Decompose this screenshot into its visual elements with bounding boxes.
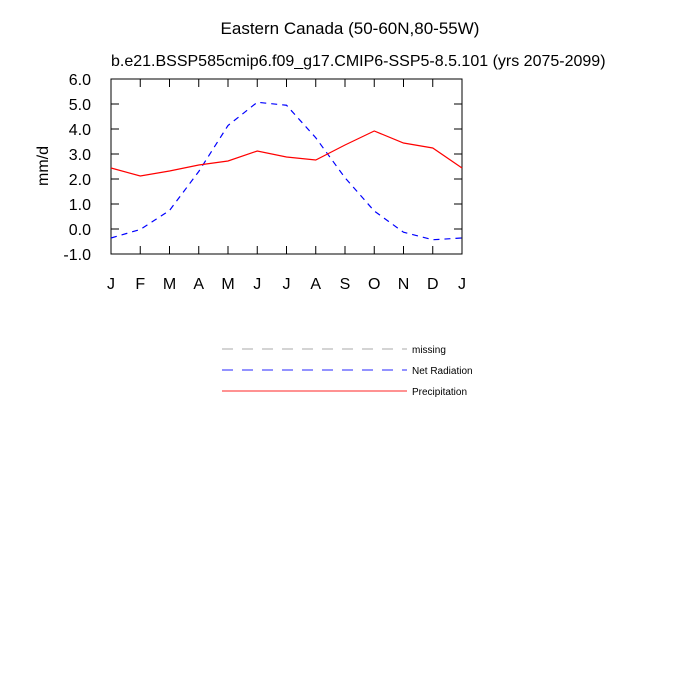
y-tick-label: -1.0 xyxy=(63,247,91,264)
y-tick-label: 5.0 xyxy=(69,97,91,114)
x-tick-label: A xyxy=(193,276,204,293)
y-tick-label: 3.0 xyxy=(69,147,91,164)
chart-title: Eastern Canada (50-60N,80-55W) xyxy=(221,19,480,38)
y-tick-label: 1.0 xyxy=(69,197,91,214)
series-line xyxy=(110,101,463,241)
legend-label: missing xyxy=(412,345,446,356)
x-tick-label: M xyxy=(163,276,176,293)
y-tick-label: 6.0 xyxy=(69,72,91,89)
legend-label: Precipitation xyxy=(412,387,467,398)
chart-subtitle: b.e21.BSSP585cmip6.f09_g17.CMIP6-SSP5-8.… xyxy=(111,53,606,70)
x-tick-label: J xyxy=(253,276,261,293)
legend-label: Net Radiation xyxy=(412,366,473,377)
x-tick-label: N xyxy=(398,276,410,293)
x-tick-label: J xyxy=(107,276,115,293)
x-tick-label: S xyxy=(340,276,351,293)
x-tick-label: F xyxy=(135,276,145,293)
x-tick-label: D xyxy=(427,276,439,293)
x-tick-label: A xyxy=(310,276,321,293)
x-tick-label: J xyxy=(458,276,466,293)
y-tick-label: 2.0 xyxy=(69,172,91,189)
x-tick-label: O xyxy=(368,276,380,293)
series-line xyxy=(110,130,463,177)
y-tick-label: 0.0 xyxy=(69,222,91,239)
y-axis-label: mm/d xyxy=(35,146,52,186)
x-tick-label: M xyxy=(221,276,234,293)
y-tick-label: 4.0 xyxy=(69,122,91,139)
x-tick-label: J xyxy=(283,276,291,293)
